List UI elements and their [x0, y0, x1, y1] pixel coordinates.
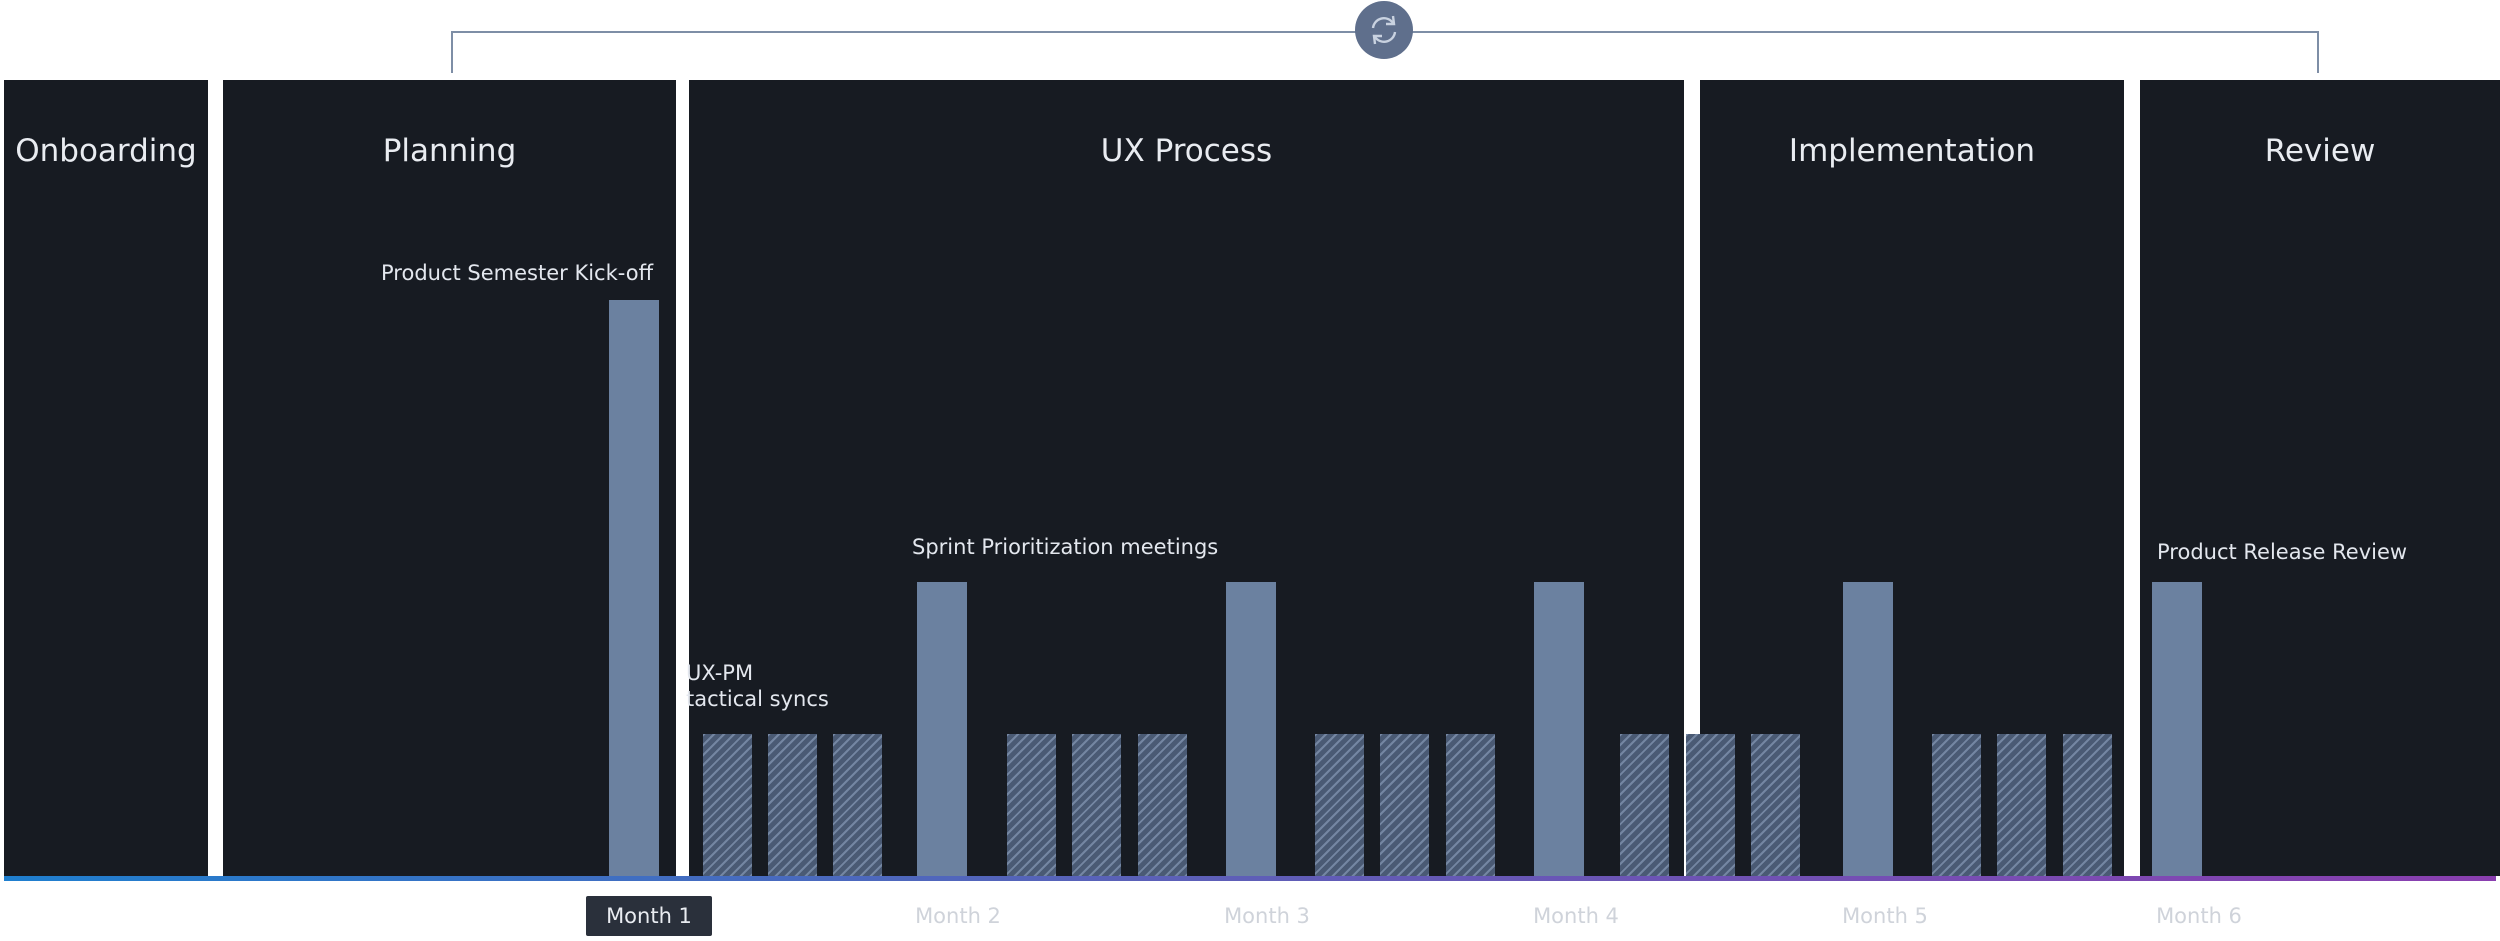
sync-bar — [1751, 734, 1800, 876]
phase-planning: Planning — [223, 80, 676, 876]
sync-bar — [1686, 734, 1735, 876]
kickoff-label: Product Semester Kick-off — [381, 261, 654, 285]
uxpm-label-line2: tactical syncs — [686, 687, 829, 711]
release-bar — [2152, 582, 2202, 876]
sync-bar — [1315, 734, 1364, 876]
phase-title: Onboarding — [15, 133, 197, 169]
sprint-label: Sprint Prioritization meetings — [912, 535, 1219, 559]
sprint-bar — [917, 582, 967, 876]
sync-bar — [703, 734, 752, 876]
sync-bar — [2063, 734, 2112, 876]
phase-onboarding: Onboarding — [4, 80, 208, 876]
phase-title: Review — [2264, 133, 2376, 169]
month-5[interactable]: Month 5 — [1842, 904, 1928, 928]
kickoff-bar — [609, 300, 659, 876]
sync-bar — [1620, 734, 1669, 876]
month-1[interactable]: Month 1 — [586, 896, 712, 936]
cycle-bracket-left — [451, 31, 453, 73]
month-6[interactable]: Month 6 — [2156, 904, 2242, 928]
timeline-axis — [4, 876, 2496, 881]
sprint-bar — [1226, 582, 1276, 876]
month-3[interactable]: Month 3 — [1224, 904, 1310, 928]
cycle-bracket-right — [2317, 31, 2319, 73]
month-2[interactable]: Month 2 — [915, 904, 1001, 928]
sync-bar — [1446, 734, 1495, 876]
refresh-icon — [1355, 1, 1413, 59]
sync-bar — [1380, 734, 1429, 876]
sync-bar — [768, 734, 817, 876]
phase-title: UX Process — [1100, 133, 1273, 169]
sync-bar — [1932, 734, 1981, 876]
sync-bar — [833, 734, 882, 876]
sync-bar — [1138, 734, 1187, 876]
phase-title: Planning — [382, 133, 517, 169]
month-4[interactable]: Month 4 — [1533, 904, 1619, 928]
release-label: Product Release Review — [2157, 540, 2408, 564]
sync-bar — [1997, 734, 2046, 876]
sync-bar — [1007, 734, 1056, 876]
uxpm-label-line1: UX-PM — [686, 661, 754, 685]
sprint-bar — [1843, 582, 1893, 876]
phase-title: Implementation — [1788, 133, 2036, 169]
sync-bar — [1072, 734, 1121, 876]
sprint-bar — [1534, 582, 1584, 876]
